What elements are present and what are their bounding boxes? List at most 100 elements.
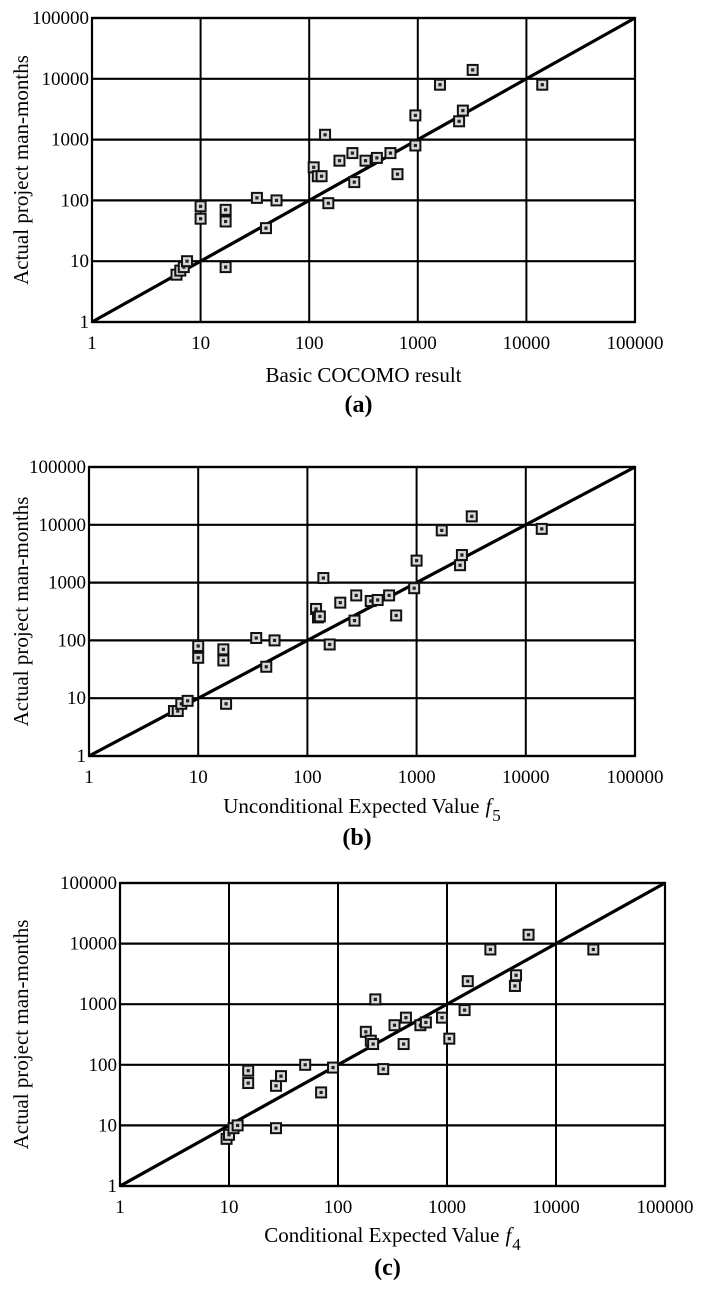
y-tick-label: 1000: [79, 994, 117, 1015]
data-points: [170, 63, 549, 281]
x-tick-label: 10: [189, 767, 208, 788]
y-tick-label: 100000: [60, 873, 117, 894]
data-point: [465, 510, 478, 523]
data-point: [390, 609, 403, 622]
scatter-chart: 1 10 100 1000 10000 100000 1 10 100 1000 10000 1000…: [9, 457, 664, 851]
data-point: [270, 1122, 283, 1135]
data-point: [231, 1119, 244, 1132]
x-tick-label: 10000: [502, 767, 550, 788]
y-tick-label: 1: [80, 312, 90, 333]
y-tick-label: 10: [67, 688, 86, 709]
data-point: [436, 1011, 449, 1024]
y-tick-label: 100000: [32, 8, 89, 29]
data-point: [194, 200, 207, 213]
data-point: [455, 549, 468, 562]
x-tick-label: 100000: [607, 333, 664, 354]
data-point: [453, 115, 466, 128]
data-point: [350, 589, 363, 602]
data-point: [369, 993, 382, 1006]
x-tick-label: 1000: [399, 333, 437, 354]
y-tick-label: 100: [58, 630, 87, 651]
x-tick-label: 100: [293, 767, 322, 788]
data-point: [299, 1058, 312, 1071]
x-tick-label: 1000: [428, 1197, 466, 1218]
data-point: [384, 147, 397, 160]
data-point: [217, 643, 230, 656]
data-point: [466, 63, 479, 76]
data-point: [443, 1032, 456, 1045]
x-tick-label: 100: [324, 1197, 353, 1218]
y-tick-label: 100: [61, 190, 90, 211]
data-point: [217, 654, 230, 667]
y-tick-label: 1000: [48, 573, 86, 594]
data-point: [508, 979, 521, 992]
data-point: [219, 203, 232, 216]
scatter-chart: 1 10 100 1000 10000 100000 1 10 100 1000 10000 1000…: [9, 8, 664, 418]
data-point: [327, 1061, 340, 1074]
x-tick-label: 1000: [398, 767, 436, 788]
data-point: [315, 1086, 328, 1099]
data-point: [399, 1011, 412, 1024]
data-point: [220, 697, 233, 710]
y-tick-label: 10: [98, 1115, 117, 1136]
data-point: [322, 197, 335, 210]
data-point: [410, 554, 423, 567]
panel-caption: (c): [374, 1255, 401, 1281]
plot-frame: [87, 465, 637, 758]
chart-panel-c: 1 10 100 1000 10000 100000 1 10 100 1000 10000 1000…: [0, 865, 719, 1291]
y-tick-label: 10000: [70, 934, 118, 955]
data-point: [367, 1038, 380, 1051]
data-point: [454, 559, 467, 572]
x-axis-label: Conditional Expected Value f4: [264, 1223, 521, 1254]
x-tick-label: 100000: [607, 767, 664, 788]
data-point: [435, 524, 448, 537]
data-point: [391, 168, 404, 181]
panel-caption: (b): [342, 825, 371, 851]
chart-panel-b: 1 10 100 1000 10000 100000 1 10 100 1000 10000 1000…: [0, 440, 719, 860]
plot-frame: [90, 16, 637, 324]
scatter-chart: 1 10 100 1000 10000 100000 1 10 100 1000 10000 1000…: [9, 873, 694, 1281]
data-point: [242, 1077, 255, 1090]
data-point: [268, 634, 281, 647]
y-tick-label: 1000: [51, 130, 89, 151]
data-points: [220, 928, 600, 1145]
data-point: [377, 1063, 390, 1076]
y-tick-label: 100000: [29, 457, 86, 478]
y-tick-label: 10: [70, 251, 89, 272]
x-tick-label: 1: [115, 1197, 125, 1218]
data-point: [522, 928, 535, 941]
data-point: [192, 651, 205, 664]
data-point: [250, 191, 263, 204]
plot-frame: [118, 881, 667, 1188]
data-point: [259, 222, 272, 235]
data-point: [409, 139, 422, 152]
reference-line: [119, 881, 666, 1188]
y-axis-label: Actual project man-months: [9, 920, 33, 1150]
data-point: [484, 943, 497, 956]
data-point: [192, 640, 205, 653]
data-point: [181, 255, 194, 268]
data-point: [461, 975, 474, 988]
data-point: [242, 1064, 255, 1077]
data-point: [194, 212, 207, 225]
data-point: [348, 176, 361, 189]
data-point: [458, 1004, 471, 1017]
data-point: [535, 522, 548, 535]
data-point: [383, 589, 396, 602]
data-point: [371, 593, 384, 606]
x-tick-label: 100000: [637, 1197, 694, 1218]
data-point: [181, 694, 194, 707]
data-point: [346, 147, 359, 160]
data-point: [419, 1016, 432, 1029]
y-tick-label: 10000: [42, 69, 90, 90]
y-tick-label: 100: [89, 1055, 118, 1076]
data-point: [334, 596, 347, 609]
data-point: [409, 109, 422, 122]
data-point: [250, 632, 263, 645]
data-point: [348, 614, 361, 627]
data-point: [370, 151, 383, 164]
data-point: [317, 572, 330, 585]
data-point: [587, 943, 600, 956]
data-point: [388, 1019, 401, 1032]
x-tick-label: 100: [295, 333, 324, 354]
